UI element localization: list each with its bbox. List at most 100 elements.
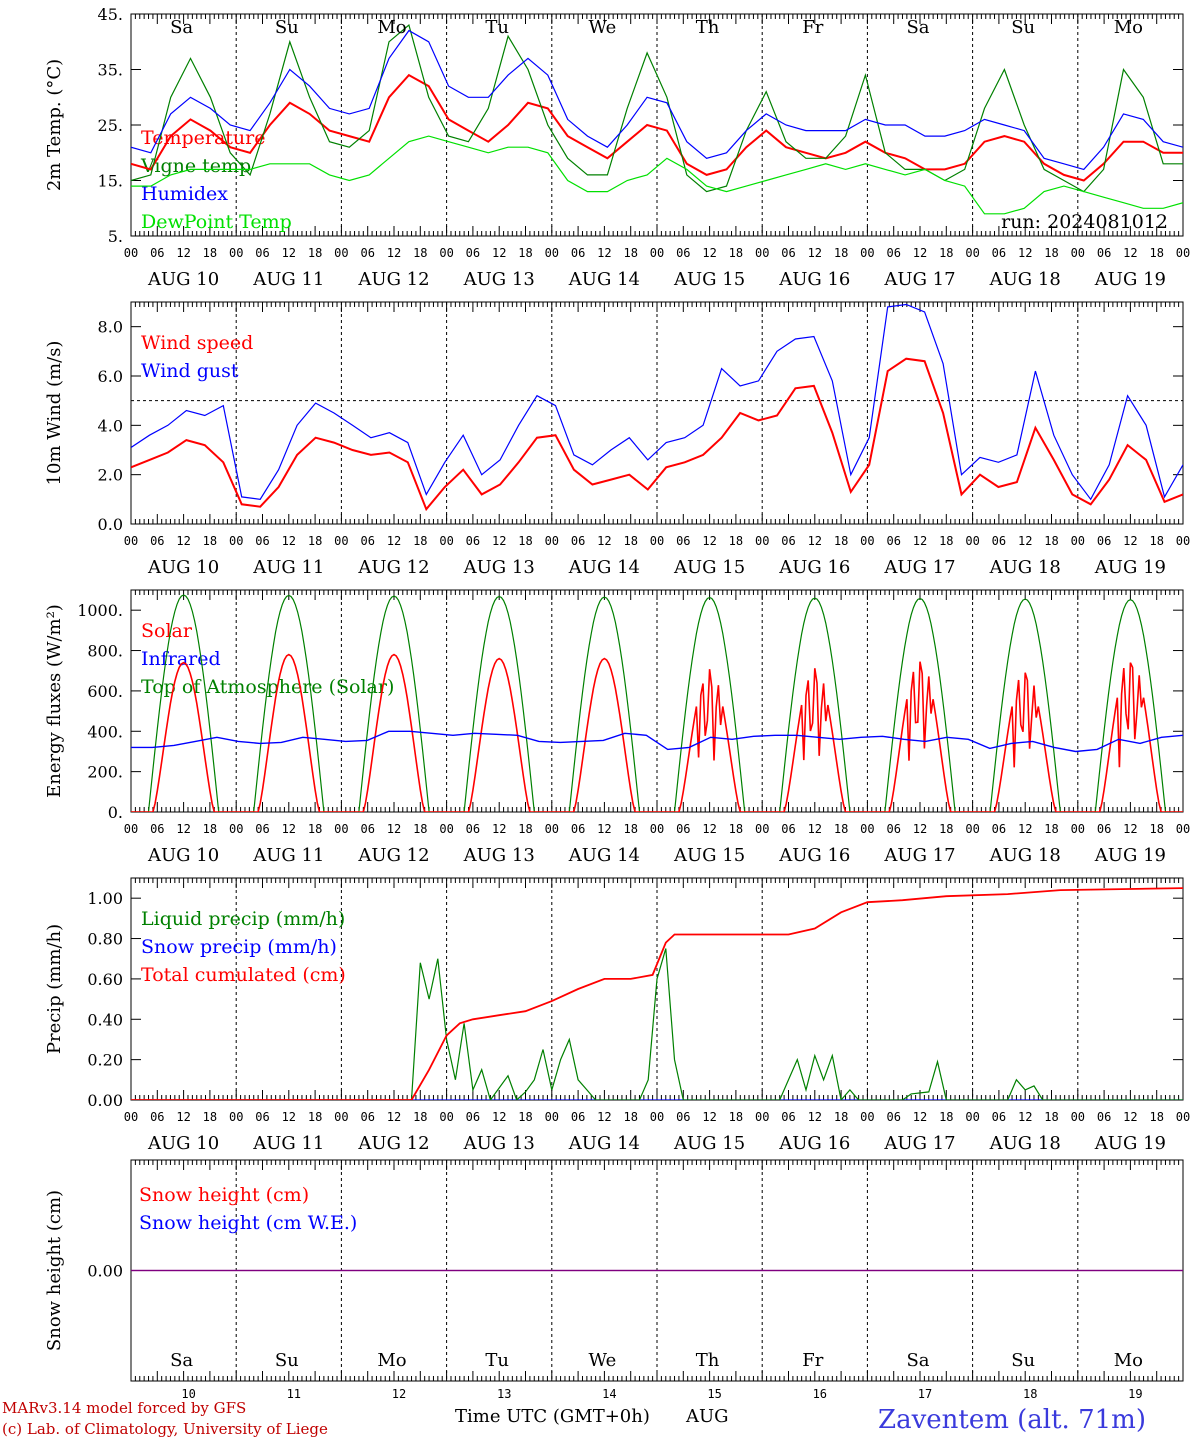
hour-label: 00 — [229, 534, 243, 548]
hour-label: 00 — [650, 534, 664, 548]
hour-label: 12 — [387, 1110, 401, 1124]
panel-4: 0.00 0.20 0.40 0.60 0.80 1.00 Precip (mm/h) 00 0… — [44, 877, 1190, 1154]
hour-label: 12 — [808, 246, 822, 260]
weekday-label: Su — [1011, 1350, 1035, 1371]
hour-label: 00 — [965, 534, 979, 548]
date-label: AUG 15 — [673, 845, 745, 866]
y-axis-label: Precip (mm/h) — [44, 924, 65, 1054]
hour-label: 12 — [492, 1110, 506, 1124]
hour-label: 12 — [492, 246, 506, 260]
hour-label: 00 — [124, 1110, 138, 1124]
hour-label: 00 — [1176, 1110, 1190, 1124]
station-label: Zaventem (alt. 71m) — [878, 1405, 1146, 1435]
hour-label: 12 — [808, 1110, 822, 1124]
y-tick-label: 0.0 — [98, 515, 123, 534]
y-tick-label: 15. — [98, 172, 123, 191]
hour-label: 06 — [150, 246, 164, 260]
hour-label: 18 — [729, 822, 743, 836]
date-label: AUG 14 — [568, 557, 640, 578]
hour-label: 12 — [1018, 246, 1032, 260]
hour-label: 00 — [545, 534, 559, 548]
panel-5: 0.00 Snow height (cm) Snow height (cm) Snow… — [44, 1159, 1184, 1382]
hour-label: 18 — [203, 822, 217, 836]
date-label: AUG 17 — [883, 845, 955, 866]
hour-label: 12 — [387, 534, 401, 548]
hour-label: 12 — [282, 534, 296, 548]
weekday-label: Mo — [1114, 1350, 1143, 1371]
hour-label: 00 — [334, 534, 348, 548]
hour-label: 06 — [150, 1110, 164, 1124]
hour-label: 00 — [860, 822, 874, 836]
hour-label: 12 — [597, 246, 611, 260]
hour-label: 12 — [1123, 534, 1137, 548]
hour-label: 18 — [1149, 246, 1163, 260]
hour-label: 06 — [360, 1110, 374, 1124]
hour-label: 18 — [518, 534, 532, 548]
hour-label: 18 — [834, 246, 848, 260]
date-label: AUG 19 — [1094, 557, 1166, 578]
hour-label: 06 — [676, 822, 690, 836]
day-number-label: 16 — [813, 1387, 827, 1401]
date-label: AUG 14 — [568, 269, 640, 290]
y-tick-label: 0.00 — [87, 1091, 123, 1110]
series-line — [131, 303, 1183, 501]
date-label: AUG 16 — [778, 845, 850, 866]
plot-area — [131, 24, 1183, 215]
legend-entry: DewPoint Temp — [141, 211, 292, 233]
hour-label: 06 — [676, 534, 690, 548]
date-label: AUG 12 — [357, 269, 429, 290]
y-tick-label: 4.0 — [98, 416, 123, 435]
y-tick-label: 200. — [87, 763, 123, 782]
hour-label: 18 — [413, 246, 427, 260]
date-label: AUG 10 — [147, 845, 219, 866]
hour-label: 12 — [913, 822, 927, 836]
hour-label: 00 — [1176, 246, 1190, 260]
hour-label: 00 — [860, 534, 874, 548]
date-label: AUG 16 — [778, 269, 850, 290]
hour-label: 06 — [255, 246, 269, 260]
hour-label: 12 — [176, 822, 190, 836]
hour-label: 12 — [282, 246, 296, 260]
hour-label: 18 — [1149, 1110, 1163, 1124]
hour-label: 00 — [545, 246, 559, 260]
series-line — [131, 948, 1183, 1100]
footer-copyright-line: (c) Lab. of Climatology, University of L… — [2, 1420, 328, 1438]
weekday-label: Sa — [170, 1350, 193, 1371]
hour-label: 06 — [781, 534, 795, 548]
hour-label: 12 — [387, 822, 401, 836]
series-line — [131, 887, 1183, 1100]
hour-label: 00 — [334, 246, 348, 260]
hour-label: 06 — [466, 822, 480, 836]
hour-label: 18 — [413, 534, 427, 548]
legend-entry: Solar — [141, 620, 193, 642]
hour-label: 00 — [860, 246, 874, 260]
hour-label: 00 — [1071, 822, 1085, 836]
y-tick-label: 0.00 — [87, 1262, 123, 1281]
hour-label: 18 — [939, 246, 953, 260]
hour-label: 12 — [702, 1110, 716, 1124]
hour-label: 06 — [255, 534, 269, 548]
weekday-label: Sa — [170, 17, 193, 38]
hour-label: 18 — [623, 246, 637, 260]
day-number-label: 18 — [1023, 1387, 1037, 1401]
hour-label: 12 — [702, 822, 716, 836]
date-label: AUG 10 — [147, 557, 219, 578]
hour-label: 18 — [518, 246, 532, 260]
hour-label: 00 — [650, 246, 664, 260]
hour-label: 18 — [203, 534, 217, 548]
date-label: AUG 12 — [357, 1133, 429, 1154]
day-number-label: 10 — [181, 1387, 195, 1401]
date-label: AUG 17 — [883, 269, 955, 290]
date-label: AUG 11 — [252, 269, 324, 290]
panel-1: 5. 15. 25. 35. 45. 2m Temp. (°C) 00 06 12 18 AUG 1… — [44, 5, 1190, 290]
hour-label: 18 — [1149, 534, 1163, 548]
hour-label: 12 — [492, 534, 506, 548]
y-tick-label: 35. — [98, 61, 123, 80]
hour-label: 12 — [702, 246, 716, 260]
y-tick-label: 25. — [98, 116, 123, 135]
date-label: AUG 11 — [252, 845, 324, 866]
weekday-label: Tu — [485, 17, 509, 38]
hour-label: 00 — [650, 1110, 664, 1124]
series-line — [131, 357, 1183, 512]
